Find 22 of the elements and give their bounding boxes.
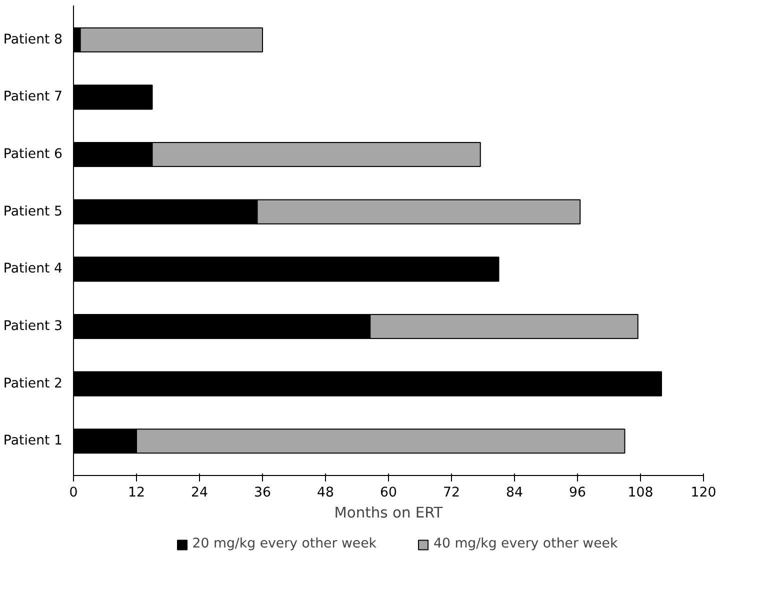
x-tick-label: 36 (254, 486, 271, 500)
y-tick-label: Patient 3 (3, 318, 62, 334)
y-tick-label: Patient 7 (3, 90, 62, 105)
y-tick-label: Patient 6 (3, 147, 62, 162)
x-tick-label: 24 (191, 486, 208, 500)
legend-label: 20 mg/kg every other week (192, 536, 376, 552)
x-tick-label: 48 (317, 486, 334, 500)
y-tick-label: Patient 8 (3, 32, 62, 48)
legend-label: 40 mg/kg every other week (434, 536, 618, 552)
x-tick-label: 60 (380, 486, 397, 500)
y-tick-label: Patient 2 (3, 376, 62, 392)
y-tick-label: Patient 1 (3, 434, 62, 449)
y-tick-label: Patient 5 (3, 204, 62, 220)
x-tick-label: 0 (69, 486, 78, 500)
x-tick-label: 108 (628, 486, 654, 500)
x-tick-label: 12 (128, 486, 145, 500)
y-tick-label: Patient 4 (3, 262, 62, 277)
x-axis-title: Months on ERT (334, 504, 443, 522)
x-tick-label: 96 (569, 486, 586, 500)
x-tick-label: 84 (506, 486, 523, 500)
x-tick-label: 120 (690, 486, 716, 500)
x-tick-label: 72 (443, 486, 460, 500)
